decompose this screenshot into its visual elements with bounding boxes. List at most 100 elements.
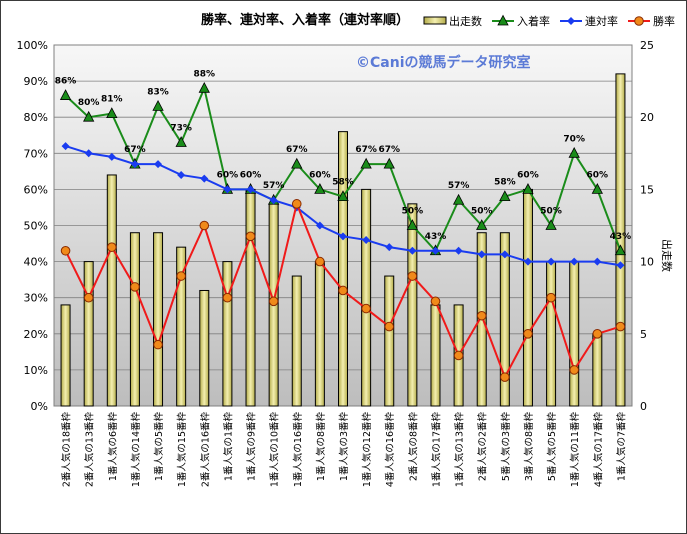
point <box>523 329 533 339</box>
data-label: 60% <box>240 170 262 180</box>
point <box>499 190 511 202</box>
point <box>107 152 116 161</box>
point <box>523 257 532 266</box>
data-label: 58% <box>494 178 516 188</box>
data-label: 60% <box>217 170 239 180</box>
x-axis-ticks: 2番人気の18番枠 2番人気の13番枠 1番人気の6番枠 1番人気の14番枠 1番人気の… <box>61 412 628 488</box>
point <box>200 174 209 183</box>
point <box>59 89 72 100</box>
point <box>452 193 465 205</box>
point <box>269 196 278 205</box>
point <box>634 16 644 26</box>
point <box>547 257 556 266</box>
gridlines <box>54 44 632 407</box>
point <box>223 185 232 194</box>
x-tick-label: 1番人気の14番枠 <box>130 412 142 488</box>
data-label: 60% <box>587 170 609 180</box>
watermark: ©Caniの競馬データ研究室 <box>356 54 531 71</box>
x-tick-label: 1番人気の6番枠 <box>107 412 119 482</box>
series-circle <box>60 199 626 382</box>
left-tick-label: 80% <box>24 111 48 124</box>
x-tick-label: 1番人気の16番枠 <box>292 412 304 488</box>
data-label: 67% <box>378 145 400 155</box>
point <box>476 310 487 321</box>
point <box>130 160 139 169</box>
point <box>152 100 164 111</box>
point <box>61 142 70 151</box>
point <box>476 219 488 230</box>
point <box>83 110 95 122</box>
bar <box>153 232 164 407</box>
point <box>453 350 464 361</box>
point <box>246 185 255 194</box>
right-tick-label: 5 <box>640 328 647 341</box>
point <box>60 245 71 256</box>
right-tick-label: 15 <box>640 183 654 196</box>
data-label: 67% <box>355 145 377 155</box>
x-tick-label: 1番人気の3番枠 <box>338 412 350 482</box>
data-label: 50% <box>471 207 493 217</box>
point <box>408 246 417 255</box>
point <box>384 321 395 332</box>
data-label: 86% <box>55 77 77 87</box>
point <box>175 136 187 147</box>
point <box>154 160 163 169</box>
point <box>522 183 534 194</box>
data-label: 43% <box>425 232 447 242</box>
point <box>360 157 372 169</box>
data-label: 70% <box>563 134 585 144</box>
point <box>430 296 441 307</box>
x-tick-label: 5番人気の3番枠 <box>500 412 512 482</box>
point <box>614 244 627 256</box>
left-tick-label: 30% <box>24 292 48 305</box>
bar <box>522 188 533 407</box>
x-tick-label: 1番人気の10番枠 <box>269 412 281 488</box>
x-tick-label: 2番人気の13番枠 <box>84 412 96 488</box>
x-tick-label: 5番人気の5番枠 <box>546 412 558 482</box>
data-label: 60% <box>309 170 331 180</box>
bar <box>199 289 210 407</box>
point <box>616 261 625 270</box>
bar <box>176 246 187 407</box>
left-tick-label: 40% <box>24 256 48 269</box>
left-tick-label: 10% <box>24 364 48 377</box>
right-axis-ticks: 0 5 10 15 20 25 <box>640 39 654 413</box>
point <box>84 149 93 158</box>
point <box>477 250 486 259</box>
bar <box>569 261 580 407</box>
x-tick-label: 3番人気の8番枠 <box>523 412 535 482</box>
point <box>337 190 349 202</box>
x-tick-label: 1番人気の7番枠 <box>615 412 627 482</box>
x-tick-label: 4番人気の16番枠 <box>384 412 396 488</box>
x-tick-label: 2番人気の2番枠 <box>477 412 489 482</box>
legend-label: 入着率 <box>517 14 550 28</box>
point <box>383 157 395 169</box>
data-label: 43% <box>610 232 632 242</box>
data-labels: 86%80% 81%67%83%73%88%60% 60%57%67%60%58%6… <box>55 69 631 241</box>
x-tick-label: 1番人気の11番枠 <box>569 412 581 488</box>
point <box>407 271 418 281</box>
left-tick-label: 50% <box>24 220 48 233</box>
point <box>497 14 509 26</box>
legend-swatch <box>423 16 447 25</box>
x-tick-label: 1番人気の12番枠 <box>361 412 373 488</box>
point <box>545 219 557 230</box>
bar <box>291 275 302 407</box>
bar <box>245 188 256 407</box>
point <box>592 329 603 339</box>
bar <box>361 188 372 407</box>
right-tick-label: 20 <box>640 111 654 124</box>
data-label: 81% <box>101 95 123 105</box>
x-tick-label: 1番人気の13番枠 <box>454 412 466 488</box>
point <box>338 285 348 296</box>
point <box>130 282 140 292</box>
point <box>176 271 186 281</box>
x-tick-label: 2番人気の8番枠 <box>407 412 419 482</box>
left-tick-label: 20% <box>24 328 48 341</box>
left-tick-label: 0% <box>31 400 48 413</box>
point <box>106 107 118 118</box>
point <box>222 292 233 303</box>
point <box>291 157 303 169</box>
right-tick-label: 25 <box>640 39 654 52</box>
